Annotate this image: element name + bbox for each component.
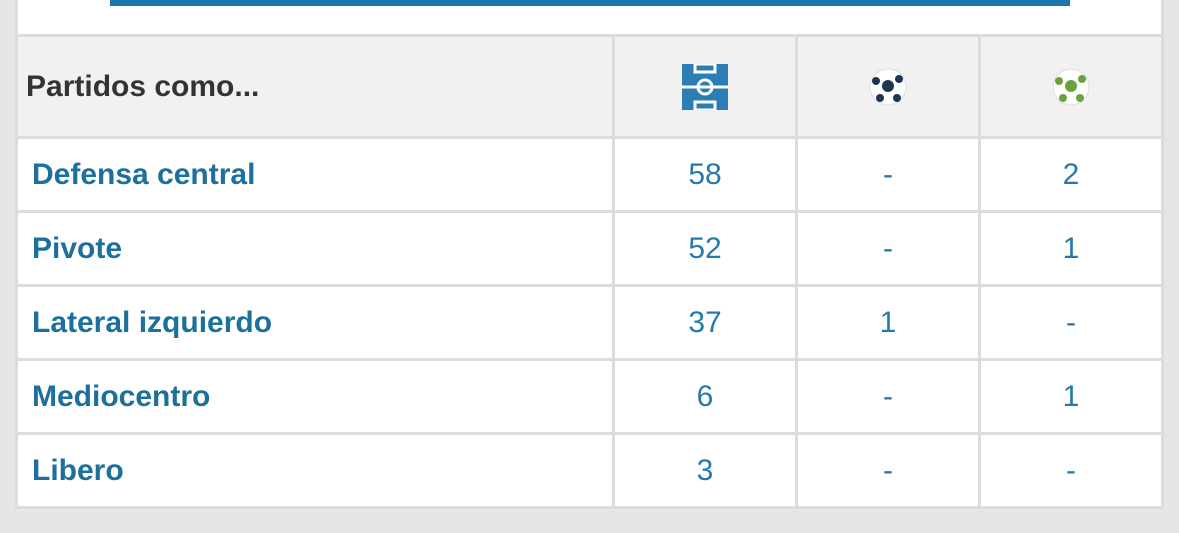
stat-cell: 37 (615, 287, 795, 358)
stat-cell: 52 (615, 213, 795, 284)
stat-cell: 1 (981, 213, 1161, 284)
stat-cell: - (798, 361, 978, 432)
stat-cell: 58 (615, 139, 795, 210)
stat-cell: 3 (615, 435, 795, 506)
header-title: Partidos como... (18, 37, 612, 136)
ball-svg (869, 68, 907, 105)
stat-cell: - (798, 213, 978, 284)
stat-cell: 1 (798, 287, 978, 358)
position-name[interactable]: Mediocentro (18, 361, 612, 432)
position-name[interactable]: Libero (18, 435, 612, 506)
stat-cell: 2 (981, 139, 1161, 210)
pitch-icon (615, 37, 795, 136)
stat-cell: - (798, 139, 978, 210)
stat-cell: 6 (615, 361, 795, 432)
stat-cell: - (981, 287, 1161, 358)
blue-bar (110, 0, 1070, 6)
position-name[interactable]: Pivote (18, 213, 612, 284)
green-ball-icon (981, 37, 1161, 136)
pitch-svg (682, 63, 728, 110)
position-name[interactable]: Lateral izquierdo (18, 287, 612, 358)
stat-cell: - (798, 435, 978, 506)
stat-cell: 1 (981, 361, 1161, 432)
ball-icon (798, 37, 978, 136)
stat-cell: - (981, 435, 1161, 506)
position-name[interactable]: Defensa central (18, 139, 612, 210)
green-ball-svg (1052, 68, 1090, 105)
